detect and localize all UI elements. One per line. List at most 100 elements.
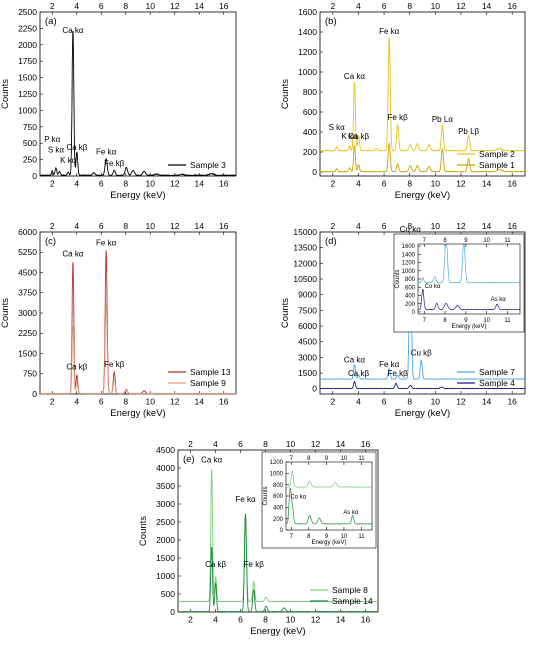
- peak-label: Fe kα: [96, 147, 117, 156]
- y-axis-label: Counts: [0, 298, 11, 328]
- y-axis-label: Counts: [0, 79, 11, 109]
- x-tick-label: 14: [195, 179, 205, 189]
- y-tick-label: 750: [23, 122, 37, 132]
- x-tick-label-top: 12: [456, 1, 466, 11]
- x-tick-label: 8: [123, 397, 128, 407]
- y-tick-label: 3000: [156, 499, 175, 509]
- x-tick-label: 6: [99, 179, 104, 189]
- y-tick-label: 1600: [298, 7, 317, 17]
- peak-label: Ca kβ: [348, 369, 369, 378]
- x-tick-label-top: 14: [482, 1, 492, 11]
- peak-label: S kα: [48, 145, 65, 154]
- y-tick-label: 750: [23, 369, 37, 379]
- x-tick-label-top: 6: [99, 221, 104, 231]
- x-tick-label: 6: [238, 615, 243, 625]
- y-tick-label: 4500: [18, 267, 37, 277]
- y-tick-label: 800: [303, 87, 317, 97]
- x-tick-label: 4: [74, 179, 79, 189]
- y-tick-label: 6000: [18, 227, 37, 237]
- peak-label: Fe kβ: [388, 113, 409, 122]
- y-tick-label: 1500: [298, 368, 317, 378]
- inset-series-line: [286, 470, 373, 488]
- peak-label: Fe kα: [379, 360, 400, 369]
- x-tick-label-top: 12: [311, 439, 321, 449]
- y-tick-label: 1500: [18, 348, 37, 358]
- x-tick-label-top: 10: [146, 1, 156, 11]
- y-tick-label: 500: [161, 589, 175, 599]
- x-tick-label-top: 6: [382, 221, 387, 231]
- x-tick-label: 6: [382, 397, 387, 407]
- y-tick-label: 1000: [402, 269, 416, 275]
- x-tick-label: 14: [195, 397, 205, 407]
- y-axis-label: Counts: [263, 486, 269, 505]
- x-tick-label-top: 8: [307, 456, 311, 462]
- x-tick-label-top: 8: [263, 439, 268, 449]
- x-tick-label: 2: [330, 179, 335, 189]
- peak-label: P kα: [44, 135, 60, 144]
- series-line: [319, 37, 526, 152]
- y-tick-label: 200: [303, 147, 317, 157]
- x-tick-label-top: 8: [443, 238, 447, 244]
- x-tick-label: 12: [170, 397, 180, 407]
- x-tick-label: 4: [213, 615, 218, 625]
- peak-label: Ca kα: [344, 72, 365, 81]
- y-tick-label: 600: [273, 494, 284, 500]
- peak-label: Ca kα: [62, 26, 83, 35]
- y-axis-label: Counts: [280, 298, 291, 328]
- panel-label: (b): [325, 16, 337, 27]
- x-tick-label: 12: [456, 397, 466, 407]
- x-tick-label: 10: [483, 318, 490, 324]
- peak-label: Ca kβ: [66, 363, 87, 372]
- y-tick-label: 400: [303, 127, 317, 137]
- inset-peak-label: Co kα: [425, 284, 441, 290]
- peak-label: Pb Lβ: [458, 127, 479, 136]
- x-tick-label-top: 16: [507, 221, 517, 231]
- legend-label: Sample 4: [479, 378, 515, 388]
- y-tick-label: 2000: [156, 535, 175, 545]
- peak-label: Fe kβ: [104, 159, 125, 168]
- x-tick-label-top: 14: [195, 221, 205, 231]
- peak-label: S kα: [329, 123, 346, 132]
- x-tick-label: 11: [358, 534, 365, 540]
- x-tick-label: 16: [507, 397, 517, 407]
- x-tick-label-top: 8: [407, 221, 412, 231]
- x-tick-label-top: 4: [74, 1, 79, 11]
- x-tick-label-top: 10: [483, 238, 490, 244]
- y-tick-label: 400: [273, 505, 284, 511]
- y-tick-label: 13500: [293, 243, 317, 253]
- legend-label: Sample 2: [479, 149, 515, 159]
- y-tick-label: 2500: [156, 517, 175, 527]
- y-tick-label: 1200: [298, 47, 317, 57]
- y-tick-label: 0: [412, 310, 416, 316]
- peak-label: Pb Lα: [432, 115, 453, 124]
- y-tick-label: 3750: [18, 288, 37, 298]
- y-tick-label: 10500: [293, 274, 317, 284]
- y-tick-label: 800: [405, 277, 416, 283]
- x-tick-label-top: 6: [99, 1, 104, 11]
- x-tick-label-top: 4: [356, 1, 361, 11]
- panel-label: (a): [45, 16, 57, 27]
- x-tick-label-top: 9: [325, 456, 329, 462]
- y-tick-label: 1200: [270, 460, 284, 466]
- peak-label: Cu kα: [400, 225, 421, 234]
- peak-label: Ca kβ: [66, 143, 87, 152]
- x-tick-label-top: 10: [341, 456, 348, 462]
- x-tick-label-top: 12: [456, 221, 466, 231]
- x-tick-label: 8: [307, 534, 311, 540]
- x-tick-label-top: 10: [431, 1, 441, 11]
- y-tick-label: 250: [23, 155, 37, 165]
- y-tick-label: 1000: [18, 105, 37, 115]
- x-tick-label: 8: [407, 179, 412, 189]
- x-tick-label: 9: [464, 318, 468, 324]
- inset-peak-label: Co kα: [290, 494, 306, 500]
- inset-series-line: [418, 288, 520, 311]
- peak-label: Cu kβ: [411, 348, 432, 357]
- x-tick-label-top: 14: [482, 221, 492, 231]
- y-tick-label: 7500: [298, 305, 317, 315]
- x-tick-label: 6: [382, 179, 387, 189]
- x-tick-label: 8: [443, 318, 447, 324]
- y-tick-label: 9000: [298, 290, 317, 300]
- x-tick-label-top: 14: [195, 1, 205, 11]
- x-tick-label-top: 16: [219, 221, 229, 231]
- inset-series-line: [286, 487, 373, 525]
